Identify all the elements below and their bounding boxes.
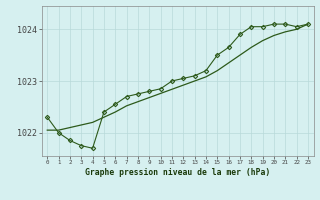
- X-axis label: Graphe pression niveau de la mer (hPa): Graphe pression niveau de la mer (hPa): [85, 168, 270, 177]
